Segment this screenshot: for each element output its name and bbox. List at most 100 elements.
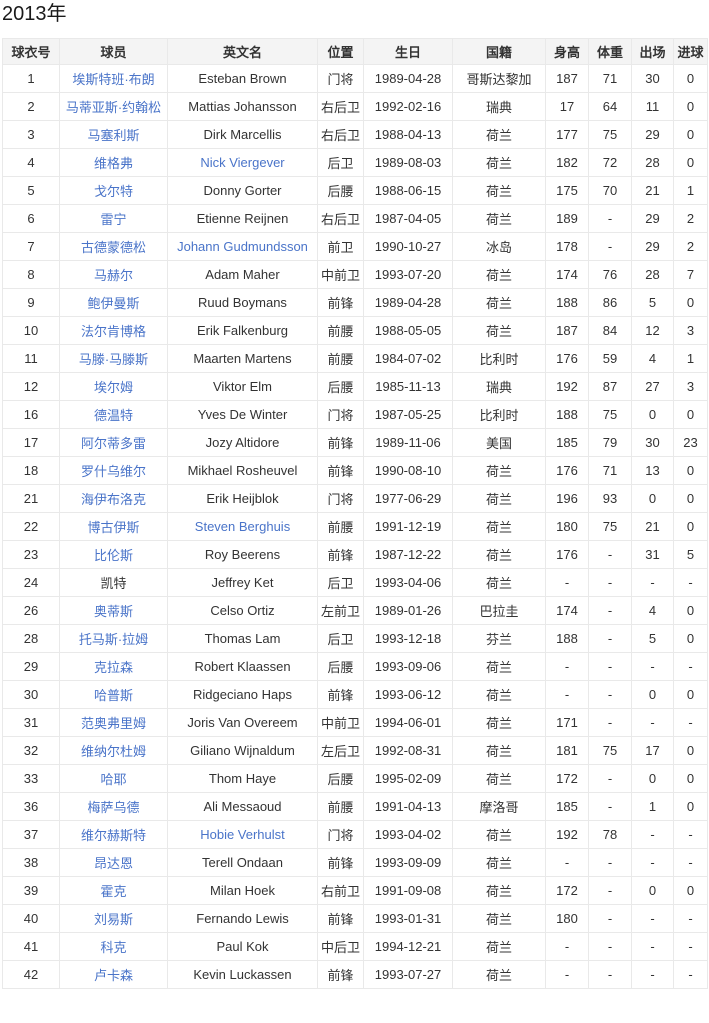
english-name-cell: Jozy Altidore (167, 428, 318, 457)
player-name-link[interactable]: 马塞利斯 (87, 128, 140, 143)
appearances-cell: 0 (631, 680, 674, 709)
nationality-cell: 冰岛 (452, 232, 546, 261)
player-name-link[interactable]: 法尔肯博格 (80, 324, 146, 339)
birthday-cell: 1984-07-02 (363, 344, 453, 373)
player-name-link[interactable]: 埃斯特班·布朗 (72, 72, 155, 87)
player-name-link[interactable]: 德温特 (93, 408, 133, 423)
appearances-cell: 11 (631, 92, 674, 121)
col-header-goals: 进球 (673, 38, 708, 65)
table-row: 40 刘易斯 Fernando Lewis 前锋 1993-01-31 荷兰 180- - - (2, 904, 708, 933)
jersey-number-cell: 23 (2, 540, 60, 569)
nationality-cell: 芬兰 (452, 624, 546, 653)
jersey-number-cell: 41 (2, 932, 60, 961)
player-name-link[interactable]: 雷宁 (100, 212, 127, 227)
english-name-cell: Johann Gudmundsson (167, 232, 318, 261)
english-name-link[interactable]: Hobie Verhulst (200, 827, 285, 842)
goals-cell: 0 (673, 64, 708, 93)
player-name-cell: 马蒂亚斯·约翰松 (59, 92, 168, 121)
height-cell: 172 (545, 876, 589, 905)
weight-cell: 86 (588, 288, 632, 317)
player-name-link[interactable]: 梅萨乌德 (87, 800, 140, 815)
nationality-cell: 荷兰 (452, 316, 546, 345)
height-cell: 17 (545, 92, 589, 121)
table-row: 31 范奥弗里姆 Joris Van Overeem 中前卫 1994-06-01 荷兰 1… (2, 708, 708, 737)
player-name-link[interactable]: 马赫尔 (93, 268, 133, 283)
jersey-number-cell: 11 (2, 344, 60, 373)
player-name-link[interactable]: 海伊布洛克 (80, 492, 146, 507)
appearances-cell: 29 (631, 232, 674, 261)
goals-cell: 0 (673, 288, 708, 317)
player-name-link[interactable]: 鲍伊曼斯 (87, 296, 140, 311)
birthday-cell: 1991-04-13 (363, 792, 453, 821)
english-name-cell: Adam Maher (167, 260, 318, 289)
player-name-link[interactable]: 戈尔特 (93, 184, 133, 199)
table-row: 22 博古伊斯 Steven Berghuis 前腰 1991-12-19 荷兰 180 75… (2, 512, 708, 541)
goals-cell: 0 (673, 736, 708, 765)
table-row: 36 梅萨乌德 Ali Messaoud 前腰 1991-04-13 摩洛哥 185-1 0 (2, 792, 708, 821)
player-name-link[interactable]: 罗什乌维尔 (80, 464, 146, 479)
nationality-cell: 荷兰 (452, 848, 546, 877)
english-name-link[interactable]: Nick Viergever (200, 155, 285, 170)
player-name-link[interactable]: 埃尔姆 (93, 380, 133, 395)
jersey-number-cell: 4 (2, 148, 60, 177)
weight-cell: 64 (588, 92, 632, 121)
player-name-link[interactable]: 卢卡森 (93, 968, 133, 983)
goals-cell: 0 (673, 456, 708, 485)
player-name-link[interactable]: 昂达恩 (93, 856, 133, 871)
english-name-link[interactable]: Johann Gudmundsson (177, 239, 308, 254)
position-cell: 门将 (317, 400, 364, 429)
player-name-link[interactable]: 维纳尔杜姆 (80, 744, 146, 759)
player-name-link[interactable]: 比伦斯 (93, 548, 133, 563)
goals-cell: - (673, 652, 708, 681)
nationality-cell: 荷兰 (452, 652, 546, 681)
position-cell: 右前卫 (317, 876, 364, 905)
appearances-cell: 27 (631, 372, 674, 401)
nationality-cell: 荷兰 (452, 260, 546, 289)
player-name-link[interactable]: 古德蒙德松 (80, 240, 146, 255)
height-cell: 188 (545, 288, 589, 317)
player-name-cell: 哈普斯 (59, 680, 168, 709)
english-name-cell: Thom Haye (167, 764, 318, 793)
player-name-link[interactable]: 维尔赫斯特 (80, 828, 146, 843)
col-header-birthday: 生日 (363, 38, 453, 65)
english-name-link[interactable]: Steven Berghuis (194, 519, 291, 534)
english-name-cell: Joris Van Overeem (167, 708, 318, 737)
player-name-link[interactable]: 维格弗 (93, 156, 133, 171)
height-cell: 188 (545, 400, 589, 429)
height-cell: - (545, 680, 589, 709)
height-cell: - (545, 932, 589, 961)
nationality-cell: 荷兰 (452, 456, 546, 485)
player-name-link[interactable]: 范奥弗里姆 (80, 716, 146, 731)
nationality-cell: 荷兰 (452, 288, 546, 317)
player-name-link[interactable]: 托马斯·拉姆 (78, 632, 149, 647)
player-name-cell: 维纳尔杜姆 (59, 736, 168, 765)
english-name-cell: Hobie Verhulst (167, 820, 318, 849)
nationality-cell: 瑞典 (452, 92, 546, 121)
position-cell: 前锋 (317, 960, 364, 989)
jersey-number-cell: 38 (2, 848, 60, 877)
player-name-cell: 维格弗 (59, 148, 168, 177)
player-name-link[interactable]: 博古伊斯 (87, 520, 140, 535)
english-name-cell: Milan Hoek (167, 876, 318, 905)
jersey-number-cell: 16 (2, 400, 60, 429)
jersey-number-cell: 10 (2, 316, 60, 345)
english-name-cell: Erik Falkenburg (167, 316, 318, 345)
player-name-link[interactable]: 刘易斯 (93, 912, 133, 927)
player-name-link[interactable]: 哈普斯 (93, 688, 133, 703)
player-name-link[interactable]: 科克 (100, 940, 127, 955)
player-name-link[interactable]: 克拉森 (93, 660, 133, 675)
goals-cell: - (673, 848, 708, 877)
player-name-link[interactable]: 奥蒂斯 (93, 604, 133, 619)
player-name-link[interactable]: 马滕·马滕斯 (78, 352, 149, 367)
height-cell: 176 (545, 540, 589, 569)
jersey-number-cell: 8 (2, 260, 60, 289)
nationality-cell: 荷兰 (452, 932, 546, 961)
table-row: 10 法尔肯博格 Erik Falkenburg 前腰 1988-05-05 荷兰 187 8… (2, 316, 708, 345)
player-name-link[interactable]: 马蒂亚斯·约翰松 (65, 100, 162, 115)
player-name-link[interactable]: 哈耶 (100, 772, 127, 787)
player-name-link[interactable]: 霍克 (100, 884, 127, 899)
player-name-link[interactable]: 阿尔蒂多雷 (80, 436, 146, 451)
nationality-cell: 比利时 (452, 400, 546, 429)
birthday-cell: 1990-10-27 (363, 232, 453, 261)
english-name-cell: Jeffrey Ket (167, 568, 318, 597)
